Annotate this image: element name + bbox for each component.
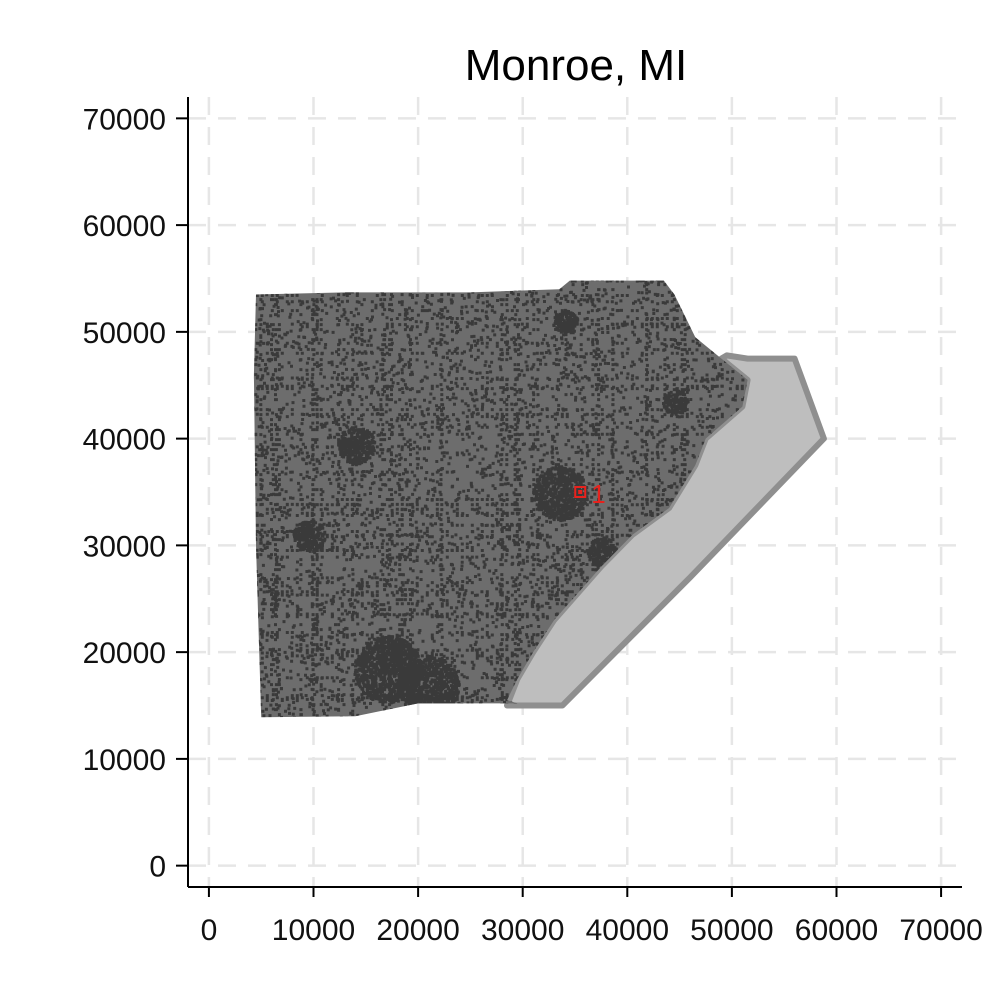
x-tick-label: 50000 xyxy=(690,914,773,947)
y-tick-label: 70000 xyxy=(83,103,166,136)
x-tick-label: 30000 xyxy=(481,914,564,947)
x-tick-label: 10000 xyxy=(272,914,355,947)
x-tick-label: 70000 xyxy=(899,914,982,947)
x-tick-label: 60000 xyxy=(795,914,878,947)
water-area xyxy=(507,355,824,706)
x-tick-label: 20000 xyxy=(376,914,459,947)
y-tick-label: 30000 xyxy=(83,530,166,563)
x-tick-label: 40000 xyxy=(586,914,669,947)
y-tick-label: 40000 xyxy=(83,424,166,457)
location-marker-core xyxy=(578,490,583,494)
y-tick-label: 50000 xyxy=(83,317,166,350)
location-marker-label: 1 xyxy=(591,479,605,509)
y-tick-label: 0 xyxy=(149,851,166,884)
y-tick-label: 20000 xyxy=(83,637,166,670)
y-tick-label: 10000 xyxy=(83,744,166,777)
axes: 0 10000 20000 30000 40000 50000 60000 70000 0 100… xyxy=(83,97,983,947)
y-tick-label: 60000 xyxy=(83,210,166,243)
map-layer xyxy=(253,280,827,718)
markers: 1 xyxy=(574,479,606,509)
location-marker xyxy=(574,486,587,498)
x-tick-label: 0 xyxy=(201,914,218,947)
chart-title: Monroe, MI xyxy=(465,41,688,90)
